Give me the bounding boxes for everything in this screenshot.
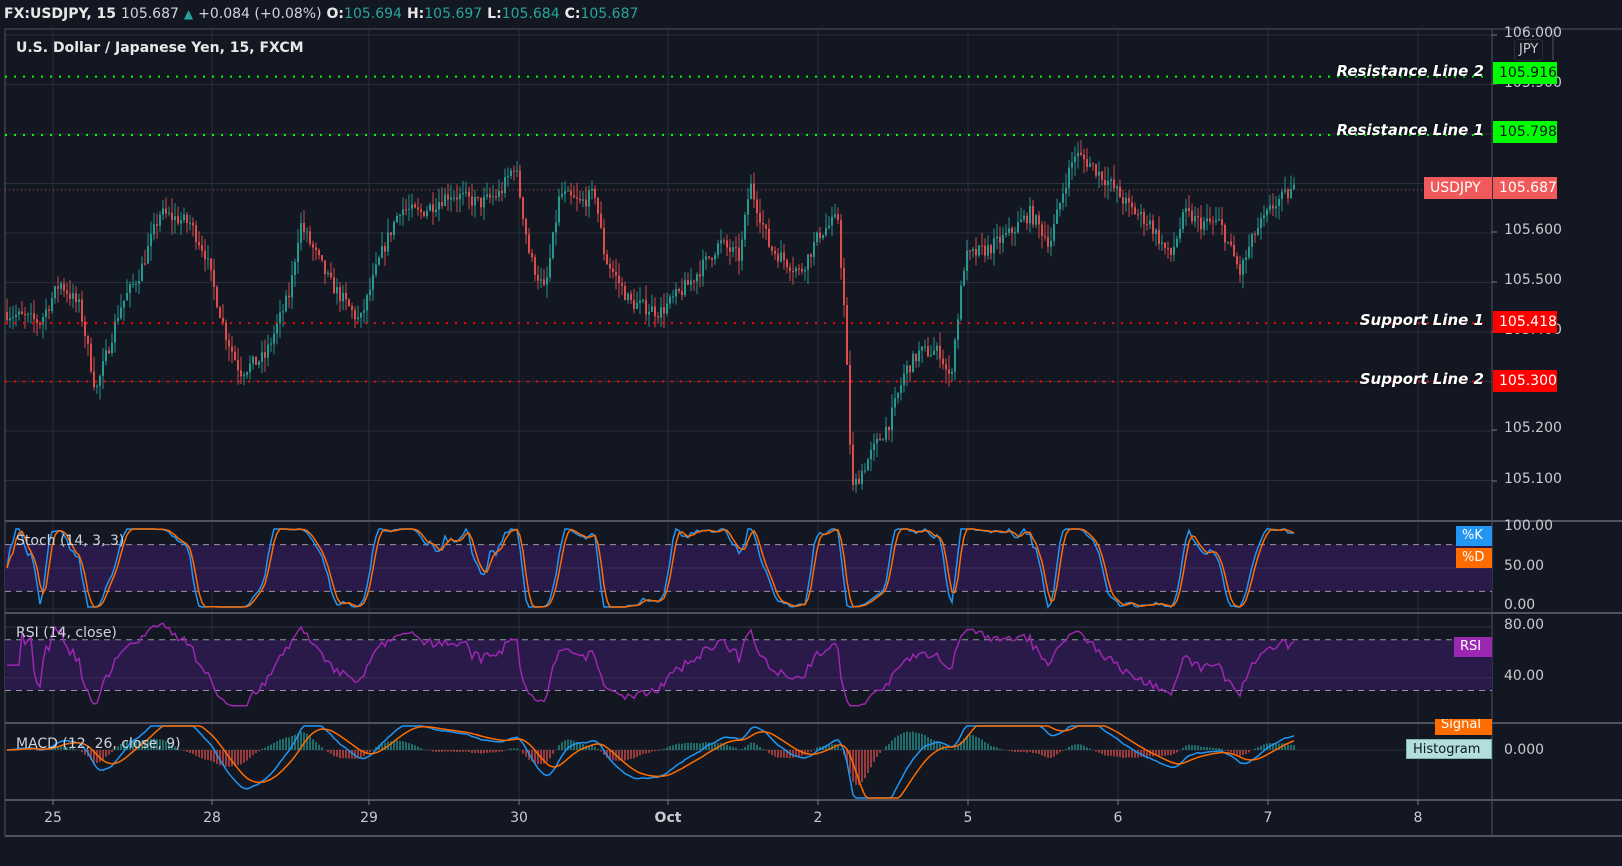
chart-legend-title: U.S. Dollar / Japanese Yen, 15, FXCM [16,40,304,56]
time-tick: Oct [654,810,682,826]
macd-title[interactable]: MACD (12, 26, close, 9) [16,736,181,752]
open-value: 105.694 [344,6,402,22]
macd-tick: 0.000 [1504,742,1545,758]
symbol-label[interactable]: FX:USDJPY, 15 [4,6,116,22]
close-label: C: [564,6,581,22]
price-tick: 105.600 [1504,222,1562,238]
stoch-tick: 100.00 [1504,518,1553,534]
resistance-line-2-label: Resistance Line 2 [1336,62,1484,80]
support-line-1-price-tag: 105.418 [1493,311,1557,333]
symbol-info-bar: FX:USDJPY, 15 105.687 ▲ +0.084 (+0.08%) … [0,0,1622,28]
rsi-tick: 80.00 [1504,617,1545,633]
resistance-line-1-price-tag: 105.798 [1493,121,1557,143]
time-tick: 30 [510,810,528,826]
support-line-2-label: Support Line 2 [1359,370,1484,388]
support-line-2-price-tag: 105.300 [1493,370,1557,392]
support-line-1-label: Support Line 1 [1359,311,1484,329]
close-value: 105.687 [580,6,639,22]
time-tick: 25 [44,810,62,826]
low-value: 105.684 [501,6,560,22]
stoch-d-tag: %D [1456,548,1492,568]
price-tick: 106.000 [1504,25,1562,41]
time-tick: 7 [1263,810,1273,826]
price-tick: 105.100 [1504,471,1562,487]
low-label: L: [487,6,502,22]
triangle-up-icon: ▲ [183,7,194,21]
high-value: 105.697 [424,6,483,22]
rsi-tag: RSI [1454,637,1492,657]
price-change: +0.084 (+0.08%) [198,6,322,22]
price-tick: 105.500 [1504,272,1562,288]
resistance-line-1-label: Resistance Line 1 [1336,121,1484,139]
time-tick: 8 [1413,810,1423,826]
stoch-title[interactable]: Stoch (14, 3, 3) [16,533,125,549]
price-tick: 105.200 [1504,420,1562,436]
time-tick: 6 [1113,810,1123,826]
high-label: H: [406,6,425,22]
time-tick: 29 [360,810,378,826]
time-tick: 2 [813,810,823,826]
stoch-tick: 0.00 [1504,597,1536,613]
open-label: O: [326,6,345,22]
last-price: 105.687 [121,6,179,22]
stoch-k-tag: %K [1456,526,1492,546]
last-price-symbol-tag: USDJPY [1424,177,1492,199]
time-tick: 5 [963,810,973,826]
rsi-title[interactable]: RSI (14, close) [16,625,117,641]
time-tick: 28 [203,810,221,826]
macd-histogram-tag: Histogram [1406,739,1492,759]
macd-signal-tag: Signal [1435,719,1492,735]
resistance-line-2-price-tag: 105.916 [1493,62,1557,84]
stoch-tick: 50.00 [1504,558,1545,574]
rsi-tick: 40.00 [1504,668,1545,684]
currency-label[interactable]: JPY [1514,39,1544,61]
last-price-tag: 105.687 [1493,177,1557,199]
